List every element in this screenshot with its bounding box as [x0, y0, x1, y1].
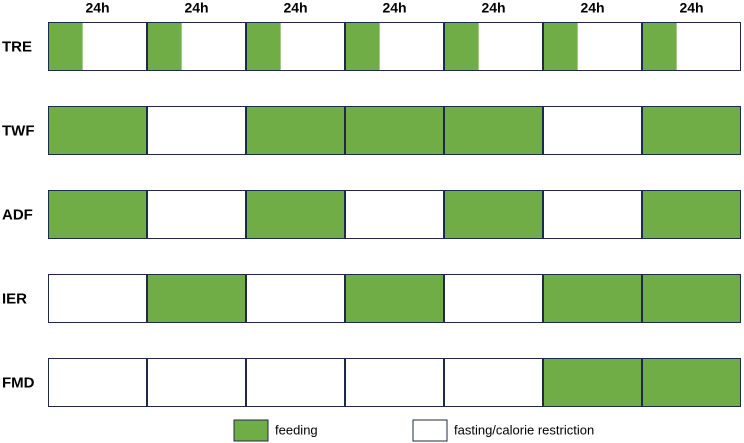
day-cell-border [543, 22, 642, 71]
day-cell [246, 358, 345, 407]
feeding-block [543, 274, 642, 323]
day-cell-border [543, 106, 642, 155]
feeding-block [48, 190, 147, 239]
feeding-block [345, 22, 380, 71]
day-cell [543, 190, 642, 239]
column-header: 24h [85, 0, 109, 16]
feeding-block [444, 22, 479, 71]
feeding-block [444, 190, 543, 239]
day-cell [147, 106, 246, 155]
feeding-block [48, 106, 147, 155]
day-cell-border [444, 358, 543, 407]
column-header: 24h [184, 0, 208, 16]
day-cell [444, 274, 543, 323]
day-cell-border [147, 22, 246, 71]
feeding-block [246, 106, 345, 155]
day-cell-border [444, 106, 543, 155]
day-cell [444, 358, 543, 407]
day-cell-border [147, 106, 246, 155]
day-cell-border [444, 190, 543, 239]
feeding-block [642, 190, 741, 239]
legend-label: fasting/calorie restriction [454, 422, 594, 437]
day-cell-border [147, 190, 246, 239]
feeding-block [642, 358, 741, 407]
feeding-block [345, 274, 444, 323]
feeding-block [543, 358, 642, 407]
day-cell-border [246, 106, 345, 155]
feeding-block [345, 106, 444, 155]
day-cell-border [543, 358, 642, 407]
day-cell-border [48, 190, 147, 239]
day-cell [48, 358, 147, 407]
day-cell [147, 358, 246, 407]
day-cell-border [642, 274, 741, 323]
row-label: IER [2, 290, 27, 307]
legend-swatch-fasting [412, 419, 448, 442]
day-cell-border [543, 190, 642, 239]
row-label: FMD [2, 374, 35, 391]
day-cell [48, 274, 147, 323]
day-cell-border [147, 274, 246, 323]
feeding-block [642, 22, 677, 71]
column-header: 24h [382, 0, 406, 16]
day-cell-border [543, 274, 642, 323]
day-cell-border [345, 274, 444, 323]
day-cell [147, 190, 246, 239]
day-cell [246, 274, 345, 323]
legend-swatch-feeding [233, 419, 269, 442]
day-cell-border [48, 358, 147, 407]
feeding-block [543, 22, 578, 71]
day-cell [345, 358, 444, 407]
row-label: TRE [2, 38, 32, 55]
day-cell-border [345, 22, 444, 71]
day-cell-border [246, 190, 345, 239]
day-cell-border [642, 106, 741, 155]
column-header: 24h [283, 0, 307, 16]
day-cell-border [48, 106, 147, 155]
legend-label: feeding [275, 422, 318, 437]
day-cell-border [444, 274, 543, 323]
feeding-block [246, 22, 281, 71]
day-cell [543, 106, 642, 155]
feeding-block [444, 106, 543, 155]
day-cell-border [345, 358, 444, 407]
day-cell-border [444, 22, 543, 71]
feeding-block [147, 22, 182, 71]
feeding-block [48, 22, 83, 71]
day-cell-border [147, 358, 246, 407]
row-label: TWF [2, 122, 34, 139]
feeding-block [147, 274, 246, 323]
day-cell-border [642, 358, 741, 407]
feeding-block [642, 106, 741, 155]
day-cell-border [48, 274, 147, 323]
column-header: 24h [679, 0, 703, 16]
feeding-block [246, 190, 345, 239]
day-cell-border [246, 274, 345, 323]
day-cell [345, 190, 444, 239]
day-cell-border [48, 22, 147, 71]
day-cell-border [642, 22, 741, 71]
day-cell-border [345, 190, 444, 239]
day-cell-border [246, 358, 345, 407]
row-label: ADF [2, 206, 33, 223]
column-header: 24h [481, 0, 505, 16]
day-cell-border [345, 106, 444, 155]
day-cell-border [642, 190, 741, 239]
column-header: 24h [580, 0, 604, 16]
feeding-block [642, 274, 741, 323]
day-cell-border [246, 22, 345, 71]
